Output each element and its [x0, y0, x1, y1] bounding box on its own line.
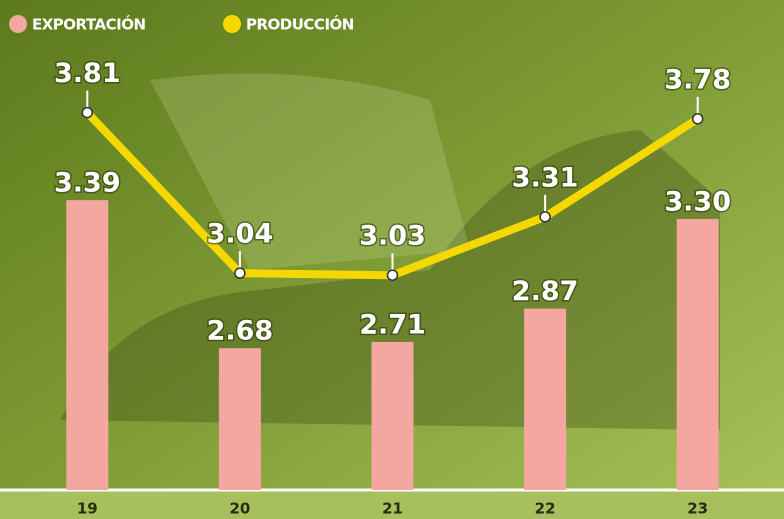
line-point — [539, 211, 551, 223]
data-label: 3.04 — [207, 219, 274, 250]
x-tick-label: 23 — [687, 500, 708, 518]
bar — [524, 308, 567, 490]
data-label: 3.30 — [664, 186, 731, 217]
line-point — [386, 269, 399, 281]
data-label: 3.03 — [359, 221, 426, 252]
bar — [676, 218, 719, 491]
data-label: 3.39 — [54, 168, 121, 199]
x-tick-label: 19 — [77, 500, 98, 518]
data-label: 2.71 — [359, 309, 426, 340]
bar — [218, 348, 261, 490]
axis-band — [0, 490, 784, 519]
bar — [66, 200, 109, 490]
line-point — [691, 113, 704, 125]
data-label: 3.78 — [664, 64, 731, 95]
data-label: 2.87 — [512, 276, 579, 307]
x-tick-label: 22 — [535, 500, 556, 518]
x-tick-label: 21 — [382, 500, 403, 518]
data-label: 3.81 — [54, 58, 121, 89]
legend-swatch — [223, 15, 241, 33]
background-shape — [150, 73, 470, 270]
data-label: 3.31 — [512, 162, 579, 193]
line-point — [81, 106, 94, 119]
legend-label: PRODUCCIÓN — [246, 15, 354, 34]
line-point — [234, 267, 246, 279]
data-label: 2.68 — [207, 316, 274, 347]
bar — [371, 341, 414, 490]
legend-swatch — [9, 15, 27, 33]
legend-label: EXPORTACIÓN — [32, 15, 146, 34]
x-tick-label: 20 — [229, 500, 250, 518]
